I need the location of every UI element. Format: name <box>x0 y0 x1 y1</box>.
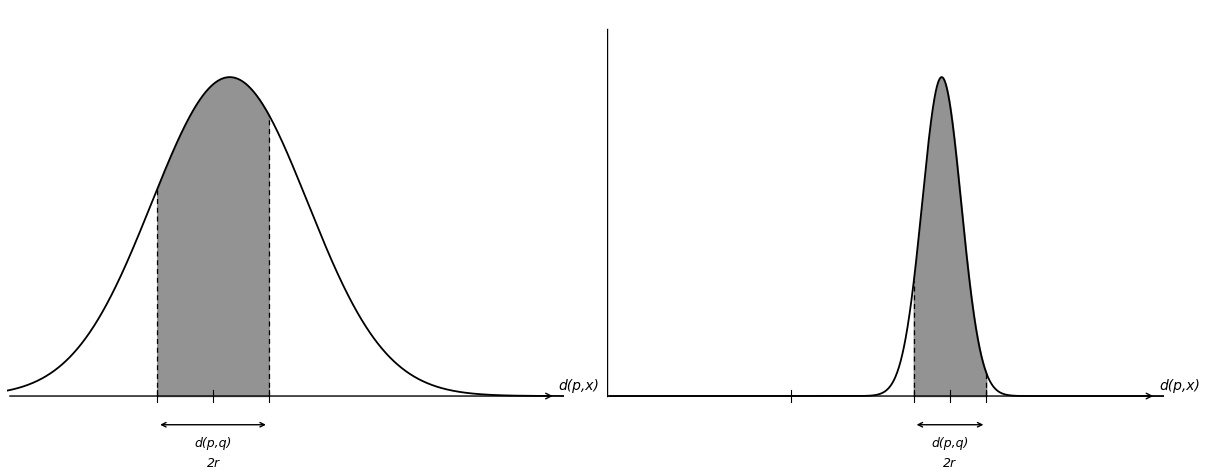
Text: d(p,q): d(p,q) <box>931 437 969 450</box>
Text: 2r: 2r <box>207 456 220 470</box>
Text: d(p,x): d(p,x) <box>1158 379 1200 393</box>
Text: 2r: 2r <box>943 456 957 470</box>
Text: d(p,q): d(p,q) <box>194 437 232 450</box>
Text: d(p,x): d(p,x) <box>558 379 599 393</box>
